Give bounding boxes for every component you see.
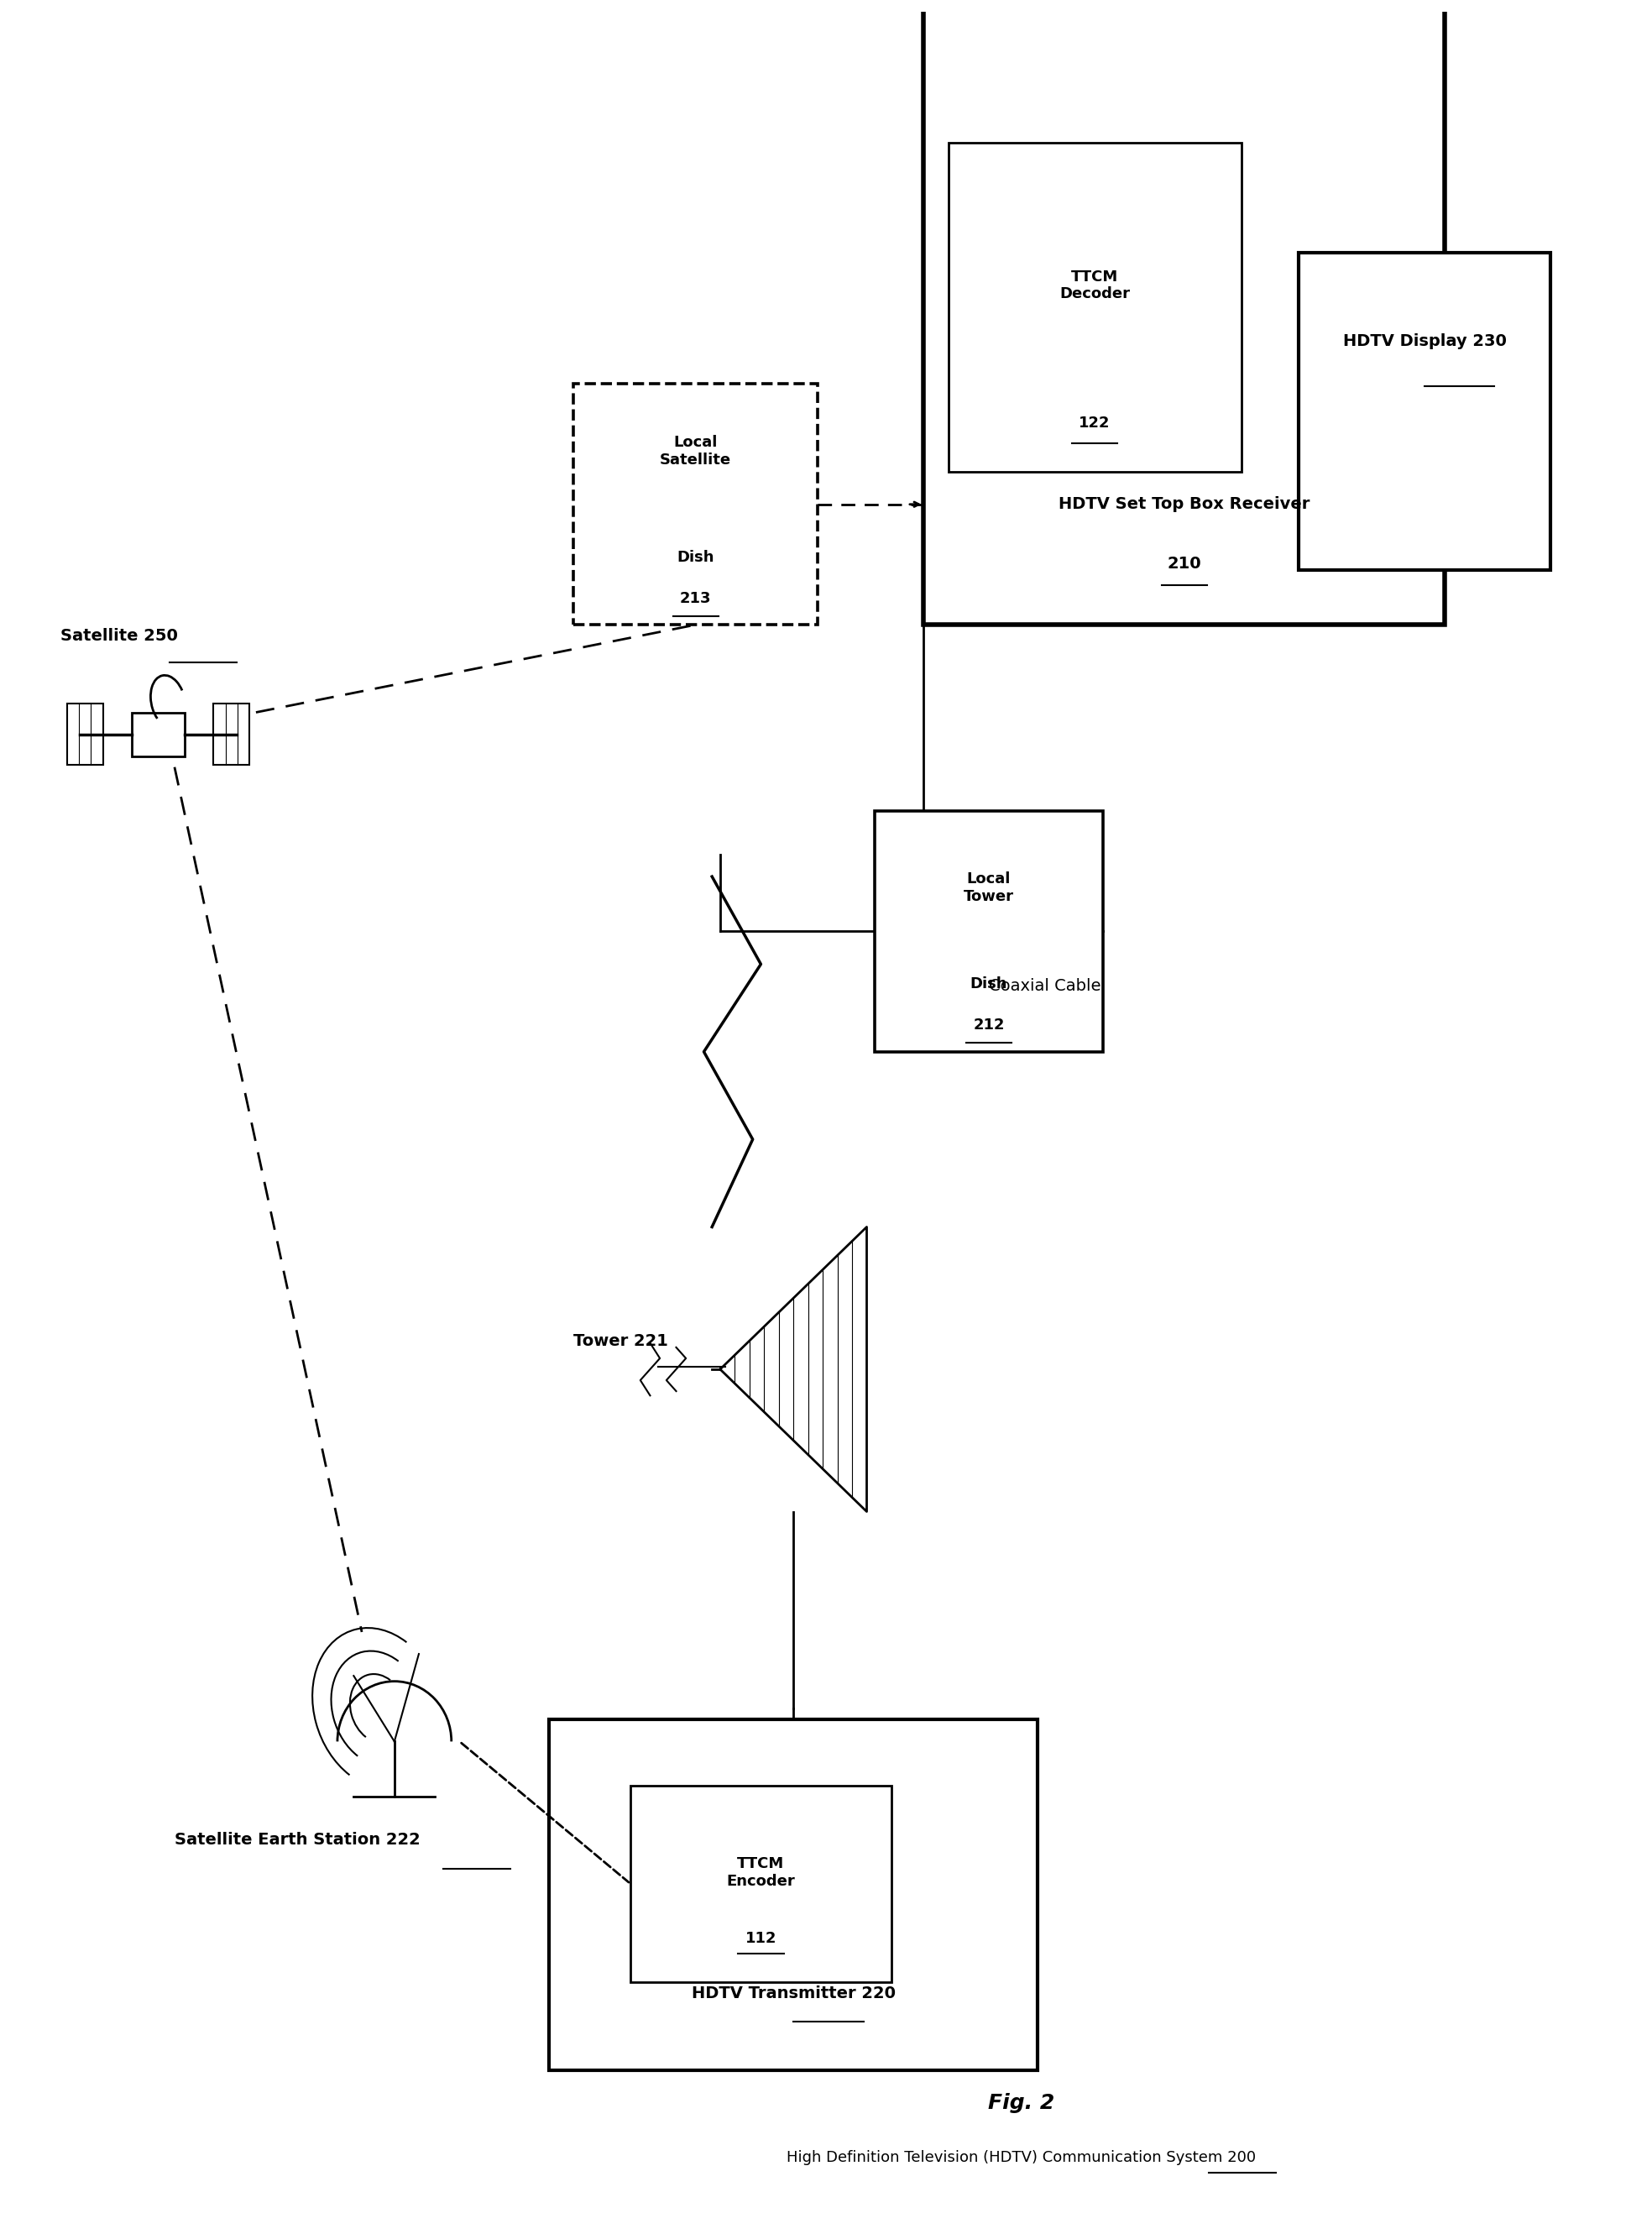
FancyBboxPatch shape bbox=[631, 1786, 890, 1983]
Text: Local
Tower: Local Tower bbox=[963, 872, 1014, 905]
FancyBboxPatch shape bbox=[876, 810, 1104, 1051]
Text: 212: 212 bbox=[973, 1018, 1004, 1033]
Text: Satellite 250: Satellite 250 bbox=[61, 628, 178, 644]
Text: TTCM
Decoder: TTCM Decoder bbox=[1059, 270, 1130, 301]
FancyBboxPatch shape bbox=[213, 704, 249, 766]
Text: TTCM
Encoder: TTCM Encoder bbox=[727, 1857, 795, 1890]
Text: HDTV Display 230: HDTV Display 230 bbox=[1343, 334, 1507, 350]
Text: 213: 213 bbox=[681, 591, 712, 606]
Text: 112: 112 bbox=[745, 1932, 776, 1945]
FancyBboxPatch shape bbox=[548, 1720, 1037, 2069]
Text: Dish: Dish bbox=[970, 976, 1008, 991]
FancyBboxPatch shape bbox=[923, 0, 1446, 624]
FancyBboxPatch shape bbox=[948, 144, 1241, 471]
Text: Dish: Dish bbox=[677, 549, 714, 564]
FancyBboxPatch shape bbox=[68, 704, 102, 766]
FancyBboxPatch shape bbox=[1298, 252, 1551, 571]
Text: Fig. 2: Fig. 2 bbox=[988, 2093, 1054, 2113]
Text: 122: 122 bbox=[1079, 416, 1110, 432]
FancyBboxPatch shape bbox=[573, 383, 818, 624]
Polygon shape bbox=[720, 1226, 867, 1511]
Text: High Definition Television (HDTV) Communication System 200: High Definition Television (HDTV) Commun… bbox=[786, 2151, 1256, 2164]
Text: HDTV Transmitter 220: HDTV Transmitter 220 bbox=[692, 1985, 895, 2001]
Text: Coaxial Cable: Coaxial Cable bbox=[990, 978, 1100, 994]
Text: Satellite Earth Station 222: Satellite Earth Station 222 bbox=[175, 1832, 420, 1848]
Text: 210: 210 bbox=[1168, 555, 1201, 571]
Text: Tower 221: Tower 221 bbox=[573, 1332, 669, 1348]
Text: Local
Satellite: Local Satellite bbox=[661, 436, 732, 467]
FancyBboxPatch shape bbox=[132, 713, 185, 757]
Text: HDTV Set Top Box Receiver: HDTV Set Top Box Receiver bbox=[1059, 496, 1310, 513]
